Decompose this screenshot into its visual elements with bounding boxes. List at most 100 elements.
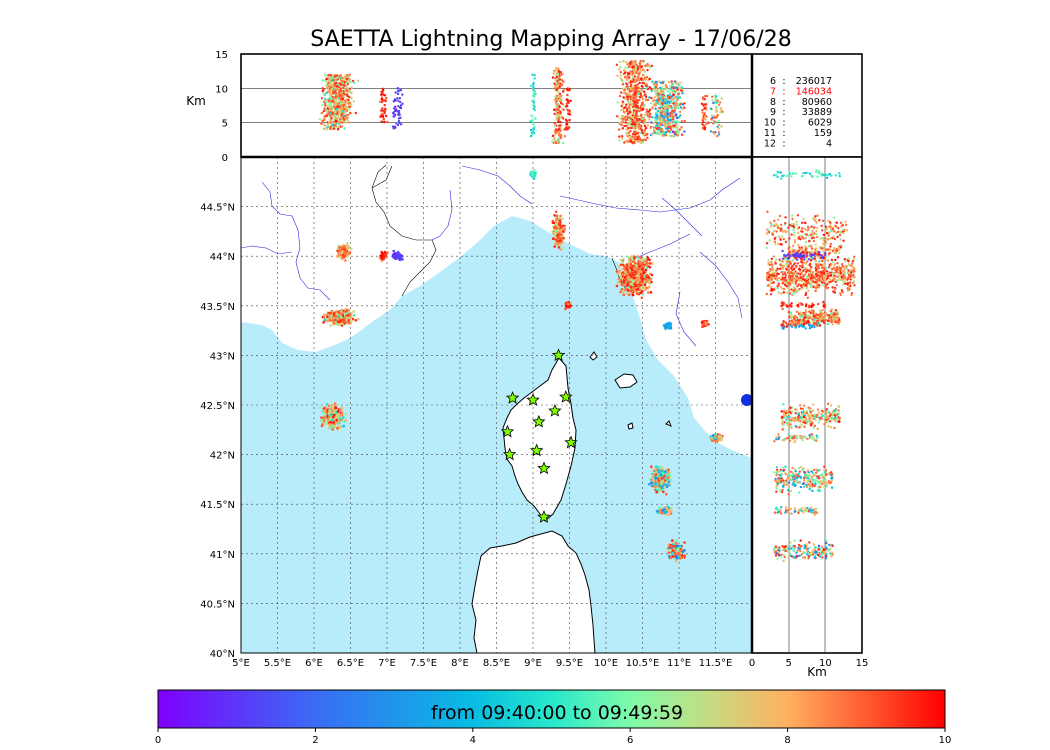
source-point [637,256,640,260]
source-point [380,253,384,256]
source-point-alt-lon [716,99,719,102]
source-point [710,439,714,442]
source-point [675,539,678,542]
source-point-alt-lon [619,71,622,74]
source-point [675,544,679,548]
source-point-alt-lon [666,109,670,112]
source-point-alt-lon [683,106,686,109]
source-point [639,256,643,259]
source-point [322,409,326,413]
source-point-alt-lon [668,96,671,100]
stats-label: 8 [770,97,776,108]
source-point-alt-lat [830,321,834,324]
source-point-alt-lon [716,134,719,138]
source-point [638,265,641,268]
source-point-alt-lon [552,134,555,137]
source-point-alt-lon [637,92,640,96]
source-point-alt-lon [560,73,563,76]
source-point-alt-lon [636,104,639,108]
source-point-alt-lon [668,93,672,96]
source-point [669,507,673,510]
source-point-alt-lon [633,97,637,100]
source-point-alt-lon [616,74,619,78]
source-point-alt-lon [657,107,661,110]
source-point-alt-lon [553,121,556,125]
source-point-alt-lon [677,92,680,96]
source-point [649,291,653,294]
source-point-alt-lon [657,90,660,93]
source-point-alt-lon [624,91,627,95]
source-point-alt-lat [838,317,841,320]
source-point [627,259,631,263]
source-point [664,327,667,331]
source-point-alt-lon [333,79,337,82]
source-point-alt-lon [348,108,351,111]
source-point-alt-lon [629,126,632,130]
source-point-alt-lon [344,105,347,108]
source-point [668,482,672,486]
source-point-alt-lon [327,112,331,115]
source-point-alt-lon [654,86,658,89]
source-point [340,420,343,423]
source-point [616,272,620,276]
source-point-alt-lon [640,95,643,98]
source-point-alt-lon [638,64,641,68]
source-point [345,318,348,322]
source-point-alt-lat [831,249,834,253]
source-point-alt-lon [643,74,646,77]
source-point [683,549,686,552]
source-point [665,468,668,471]
source-point [641,277,644,281]
source-point-alt-lat [834,309,838,312]
source-point-alt-lon [381,115,384,118]
source-point [341,257,344,261]
source-point [328,319,332,322]
source-point [640,274,644,278]
source-point-alt-lon [641,60,645,64]
source-point-alt-lon [559,82,562,86]
source-point [648,265,652,269]
source-point-alt-lon [382,118,385,121]
source-point-alt-lon [532,81,535,84]
source-point-alt-lat [789,255,792,258]
source-point [346,254,349,258]
source-point [674,559,678,563]
stats-value: 33889 [802,107,832,118]
source-point-alt-lon [328,90,331,94]
source-point-alt-lon [658,115,661,119]
source-point-alt-lon [640,66,643,69]
source-point-alt-lon [339,82,342,86]
source-point-alt-lon [657,126,660,129]
source-point [631,271,634,275]
source-point-alt-lat [810,250,813,254]
source-point-alt-lon [663,95,667,98]
source-point-alt-lon [720,97,723,100]
source-point [533,169,536,173]
source-point-alt-lon [621,103,624,106]
source-point-alt-lon [648,115,651,118]
source-point-alt-lon [677,84,680,87]
source-point-alt-lon [637,109,640,112]
source-point [559,226,563,229]
source-point [336,410,340,413]
source-point-alt-lon [634,92,637,95]
source-point-alt-lon [641,141,644,144]
source-point [329,418,333,421]
source-point-alt-lon [664,126,667,129]
source-point-alt-lon [660,114,663,118]
source-point-alt-lat [797,243,800,247]
source-point-alt-lon [636,95,639,98]
source-point [394,257,397,261]
station-marker [537,510,551,523]
source-point-alt-lon [683,130,686,133]
source-point-alt-lon [335,108,338,111]
source-point-alt-lon [650,88,653,91]
source-point-alt-lon [345,107,348,111]
source-point-alt-lon [633,79,637,82]
source-point-alt-lon [399,116,402,120]
source-point-alt-lon [331,126,334,129]
source-point [647,281,651,285]
source-point [636,287,639,291]
source-point-alt-lon [664,131,667,134]
source-point [556,240,559,243]
